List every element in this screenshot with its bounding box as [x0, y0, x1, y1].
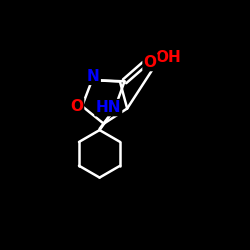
Text: HN: HN [96, 100, 121, 115]
Text: O: O [70, 99, 83, 114]
Text: OH: OH [155, 50, 181, 65]
Text: N: N [87, 69, 100, 84]
Text: O: O [144, 55, 156, 70]
